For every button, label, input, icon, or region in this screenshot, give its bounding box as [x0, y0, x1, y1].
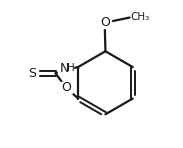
Text: O: O — [100, 16, 110, 29]
Bar — [60, 82, 72, 93]
Text: H: H — [67, 63, 75, 73]
Text: N: N — [59, 62, 69, 75]
Text: O: O — [61, 81, 71, 94]
Bar — [58, 63, 73, 74]
Text: CH₃: CH₃ — [131, 12, 150, 22]
Text: S: S — [28, 67, 36, 80]
Bar — [99, 17, 111, 28]
Bar — [26, 67, 38, 79]
